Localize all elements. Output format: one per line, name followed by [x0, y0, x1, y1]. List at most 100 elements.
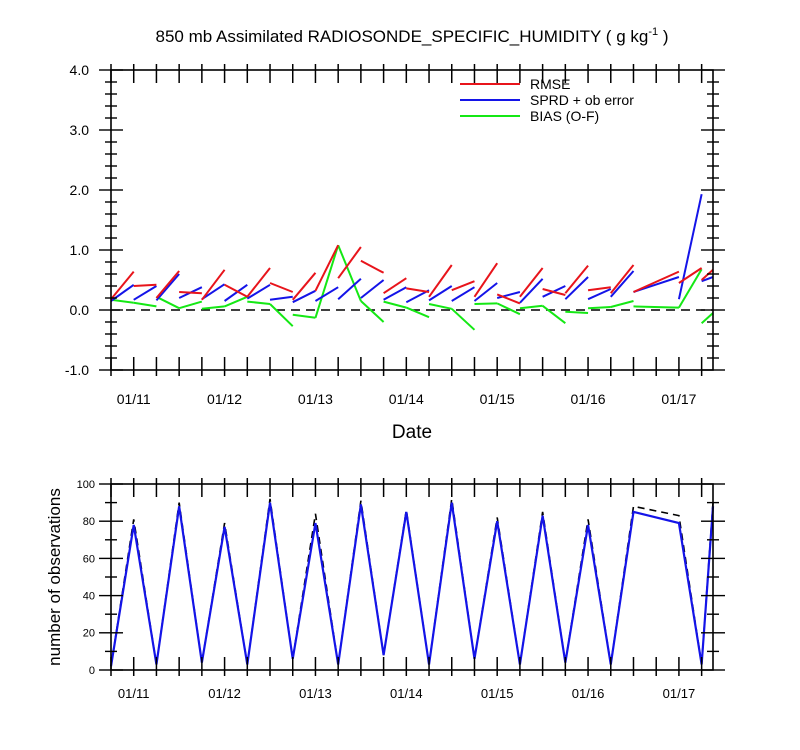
x-tick-label: 01/15 [480, 391, 515, 407]
x-tick-label: 01/12 [208, 686, 241, 701]
series-line-segment [314, 244, 340, 292]
x-tick-label: 01/16 [572, 686, 605, 701]
series-line-segment [678, 267, 703, 284]
title-superscript: -1 [648, 26, 658, 38]
x-tick-label: 01/13 [299, 686, 332, 701]
series-line-segment [269, 303, 294, 327]
series-line-segment [110, 298, 134, 304]
series-line-segment [633, 270, 680, 293]
x-tick-label: 01/13 [298, 391, 333, 407]
series-line-segment [564, 276, 589, 300]
legend-label: RMSE [530, 76, 570, 92]
series-line-segment [133, 285, 157, 301]
series-line-segment [292, 313, 316, 319]
series-line-segment [291, 272, 317, 301]
series-line-segment [428, 303, 452, 310]
series-line-segment [201, 305, 225, 310]
series-line-segment [451, 280, 475, 292]
series-line-segment [405, 306, 430, 319]
y-tick-label: 1.0 [70, 242, 90, 258]
series-line-segment [337, 244, 362, 302]
x-tick-label: 01/14 [389, 391, 424, 407]
y-tick-label: 40 [83, 590, 95, 602]
series-line-segment [314, 244, 340, 319]
series-line-segment [155, 295, 180, 310]
y-tick-label: 3.0 [70, 122, 90, 138]
series-line-segment [383, 286, 407, 301]
series-line-segment [133, 301, 157, 308]
series-line-segment [496, 293, 521, 305]
series-line-segment [700, 269, 714, 281]
series-rmse [110, 244, 714, 305]
y-tick-label: 80 [83, 516, 95, 528]
series-line-segment [246, 267, 271, 298]
series-line-segment [133, 283, 157, 287]
top-axes: 01/11 01/12 01/13 01/14 01/15 01/16 01/17 -1.0 0… [65, 62, 725, 407]
series-sprd-ob-error [110, 193, 714, 304]
series-line-segment [678, 268, 703, 309]
series-line-segment [451, 286, 475, 302]
series-line-segment [474, 302, 498, 305]
series-line-segment [314, 286, 339, 302]
series-line-segment [360, 259, 385, 274]
series-line-segment [360, 300, 385, 323]
series-bias-o-f [110, 244, 714, 331]
y-tick-label: 4.0 [70, 62, 90, 78]
series-line-segment [565, 310, 589, 314]
series-line-segment [247, 300, 271, 305]
x-tick-label: 01/16 [571, 391, 606, 407]
series-line-segment [406, 287, 430, 293]
series-line-segment [201, 283, 226, 301]
series-line-segment [201, 269, 226, 301]
y-tick-label: 60 [83, 553, 95, 565]
series-line-segment [269, 295, 293, 301]
legend-label: SPRD + ob error [530, 92, 634, 108]
series-line-segment [587, 288, 612, 301]
series-line-segment [224, 295, 248, 308]
title-main: 850 mb Assimilated RADIOSONDE_SPECIFIC_H… [156, 27, 649, 46]
series-line-segment [246, 283, 271, 300]
series-line-segment [110, 270, 135, 300]
series-line-segment [292, 289, 316, 304]
y-tick-label: 0 [89, 665, 95, 677]
series-line-segment [428, 285, 453, 302]
series-line-segment [473, 262, 499, 298]
series-line-segment [542, 305, 566, 324]
series-line-segment [360, 279, 385, 299]
y-tick-label: 20 [83, 628, 95, 640]
series-line-segment [223, 283, 248, 302]
series-line-segment [564, 264, 589, 294]
x-tick-label: 01/11 [117, 391, 151, 407]
series-line-segment [155, 270, 180, 299]
series-line-segment [179, 291, 202, 295]
series-line-segment [383, 277, 407, 295]
y-tick-label: 100 [77, 479, 95, 491]
series-line-segment [609, 264, 635, 294]
series-line-segment [451, 308, 476, 331]
series-line-segment [701, 276, 714, 283]
series-line-segment [473, 282, 498, 302]
x-tick-label: 01/11 [118, 686, 150, 701]
series-line-segment [519, 278, 544, 304]
plot-frame [110, 69, 714, 371]
series-line-segment [269, 282, 294, 293]
y-axis-label-observations: number of observations [45, 488, 64, 666]
series-line-segment [610, 270, 635, 298]
series-line-segment [677, 193, 703, 300]
x-axis-label: Date [392, 422, 432, 443]
bottom-series-group [109, 498, 715, 667]
series-line-segment [588, 306, 611, 310]
chart-title: 850 mb Assimilated RADIOSONDE_SPECIFIC_H… [156, 26, 669, 46]
y-tick-label: 2.0 [70, 182, 90, 198]
series-line-segment [224, 283, 248, 298]
series-line-segment [496, 291, 521, 299]
x-tick-label: 01/17 [663, 686, 696, 701]
y-tick-label: -1.0 [65, 362, 89, 378]
series-line-segment [155, 273, 180, 302]
series-line-segment [337, 278, 362, 300]
bottom-axes: 01/11 01/12 01/13 01/14 01/15 01/16 01/17 0 20 40… [77, 478, 725, 701]
series-line-segment [700, 312, 714, 324]
x-tick-label: 01/15 [481, 686, 514, 701]
